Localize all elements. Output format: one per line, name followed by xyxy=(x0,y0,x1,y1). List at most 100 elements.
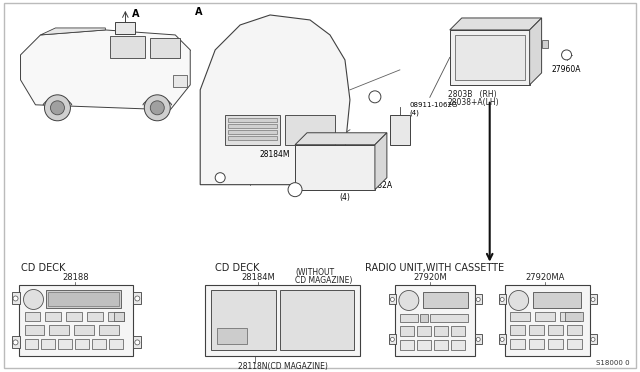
Polygon shape xyxy=(375,133,387,190)
Bar xyxy=(548,339,563,349)
Bar xyxy=(228,118,277,122)
Bar xyxy=(505,285,589,356)
Bar xyxy=(548,326,563,336)
Circle shape xyxy=(215,173,225,183)
Bar xyxy=(133,292,141,304)
Bar xyxy=(451,326,465,336)
Bar xyxy=(108,312,124,321)
Circle shape xyxy=(500,337,504,341)
Circle shape xyxy=(591,298,595,301)
Text: 27960A: 27960A xyxy=(552,65,581,74)
Bar xyxy=(42,339,56,349)
Bar xyxy=(430,314,468,323)
Bar xyxy=(228,130,277,134)
Circle shape xyxy=(45,95,70,121)
Bar xyxy=(529,339,543,349)
Bar xyxy=(49,326,69,336)
Bar xyxy=(566,339,582,349)
Text: 27920M: 27920M xyxy=(413,273,447,282)
Polygon shape xyxy=(450,18,541,30)
Text: 28118N(CD MAGAZINE): 28118N(CD MAGAZINE) xyxy=(237,362,328,371)
Bar xyxy=(24,326,45,336)
Bar xyxy=(12,292,20,304)
Bar xyxy=(420,314,428,323)
Text: 28184M: 28184M xyxy=(260,150,290,159)
Bar xyxy=(205,285,360,356)
Bar xyxy=(47,291,122,308)
Bar xyxy=(217,328,247,344)
Bar xyxy=(285,115,335,145)
Circle shape xyxy=(476,337,480,341)
Bar xyxy=(589,334,596,344)
Bar xyxy=(529,326,543,336)
Bar xyxy=(559,312,580,321)
Text: (4): (4) xyxy=(339,193,350,202)
Text: CD DECK: CD DECK xyxy=(20,263,65,273)
Bar xyxy=(423,292,468,308)
Bar xyxy=(455,35,525,80)
Polygon shape xyxy=(40,28,106,35)
Text: 08911-1062G: 08911-1062G xyxy=(410,102,458,108)
Polygon shape xyxy=(20,30,190,110)
Bar xyxy=(400,340,414,350)
Bar xyxy=(280,291,354,350)
Bar xyxy=(88,312,104,321)
Circle shape xyxy=(13,296,18,301)
Bar xyxy=(228,136,277,140)
Circle shape xyxy=(509,291,529,311)
Bar xyxy=(395,285,475,356)
Bar xyxy=(58,339,72,349)
Bar xyxy=(99,326,119,336)
Text: (4): (4) xyxy=(410,109,420,116)
Bar xyxy=(564,312,582,321)
Bar xyxy=(211,291,276,350)
Text: S18000 0: S18000 0 xyxy=(596,360,630,366)
Text: 27920MA: 27920MA xyxy=(525,273,564,282)
Text: 2803B   (RH): 2803B (RH) xyxy=(448,90,497,99)
Bar xyxy=(532,292,580,308)
Circle shape xyxy=(591,337,595,341)
Text: Ⓝ08340-5082A: Ⓝ08340-5082A xyxy=(337,180,393,189)
Circle shape xyxy=(500,298,504,301)
Polygon shape xyxy=(295,133,387,145)
Circle shape xyxy=(390,298,394,301)
Bar xyxy=(417,340,431,350)
Bar xyxy=(566,326,582,336)
Bar xyxy=(228,124,277,128)
Bar xyxy=(19,285,133,356)
Bar xyxy=(589,295,596,304)
Bar xyxy=(450,30,530,85)
Text: N: N xyxy=(372,94,378,100)
Bar xyxy=(49,292,119,307)
Bar xyxy=(509,312,530,321)
Bar xyxy=(295,145,375,190)
Circle shape xyxy=(24,289,44,310)
Circle shape xyxy=(476,298,480,301)
Bar xyxy=(92,339,106,349)
Circle shape xyxy=(144,95,170,121)
Polygon shape xyxy=(200,15,350,185)
Bar xyxy=(400,314,418,323)
Bar xyxy=(434,340,448,350)
Bar xyxy=(434,326,448,336)
Circle shape xyxy=(13,340,18,345)
Bar xyxy=(109,339,124,349)
Circle shape xyxy=(399,291,419,311)
Bar xyxy=(24,339,38,349)
Bar xyxy=(509,339,525,349)
Text: CD MAGAZINE): CD MAGAZINE) xyxy=(295,276,353,285)
Text: CD DECK: CD DECK xyxy=(215,263,260,273)
Bar xyxy=(451,340,465,350)
Text: A: A xyxy=(132,9,140,19)
Text: (WITHOUT: (WITHOUT xyxy=(295,268,334,277)
Circle shape xyxy=(150,101,164,115)
Bar xyxy=(541,40,548,48)
Polygon shape xyxy=(530,18,541,85)
Bar xyxy=(499,334,506,344)
Circle shape xyxy=(561,50,572,60)
Bar xyxy=(12,336,20,349)
Bar xyxy=(417,326,431,336)
Circle shape xyxy=(51,101,65,115)
Bar xyxy=(400,326,414,336)
Text: 28038+A(LH): 28038+A(LH) xyxy=(448,98,499,107)
